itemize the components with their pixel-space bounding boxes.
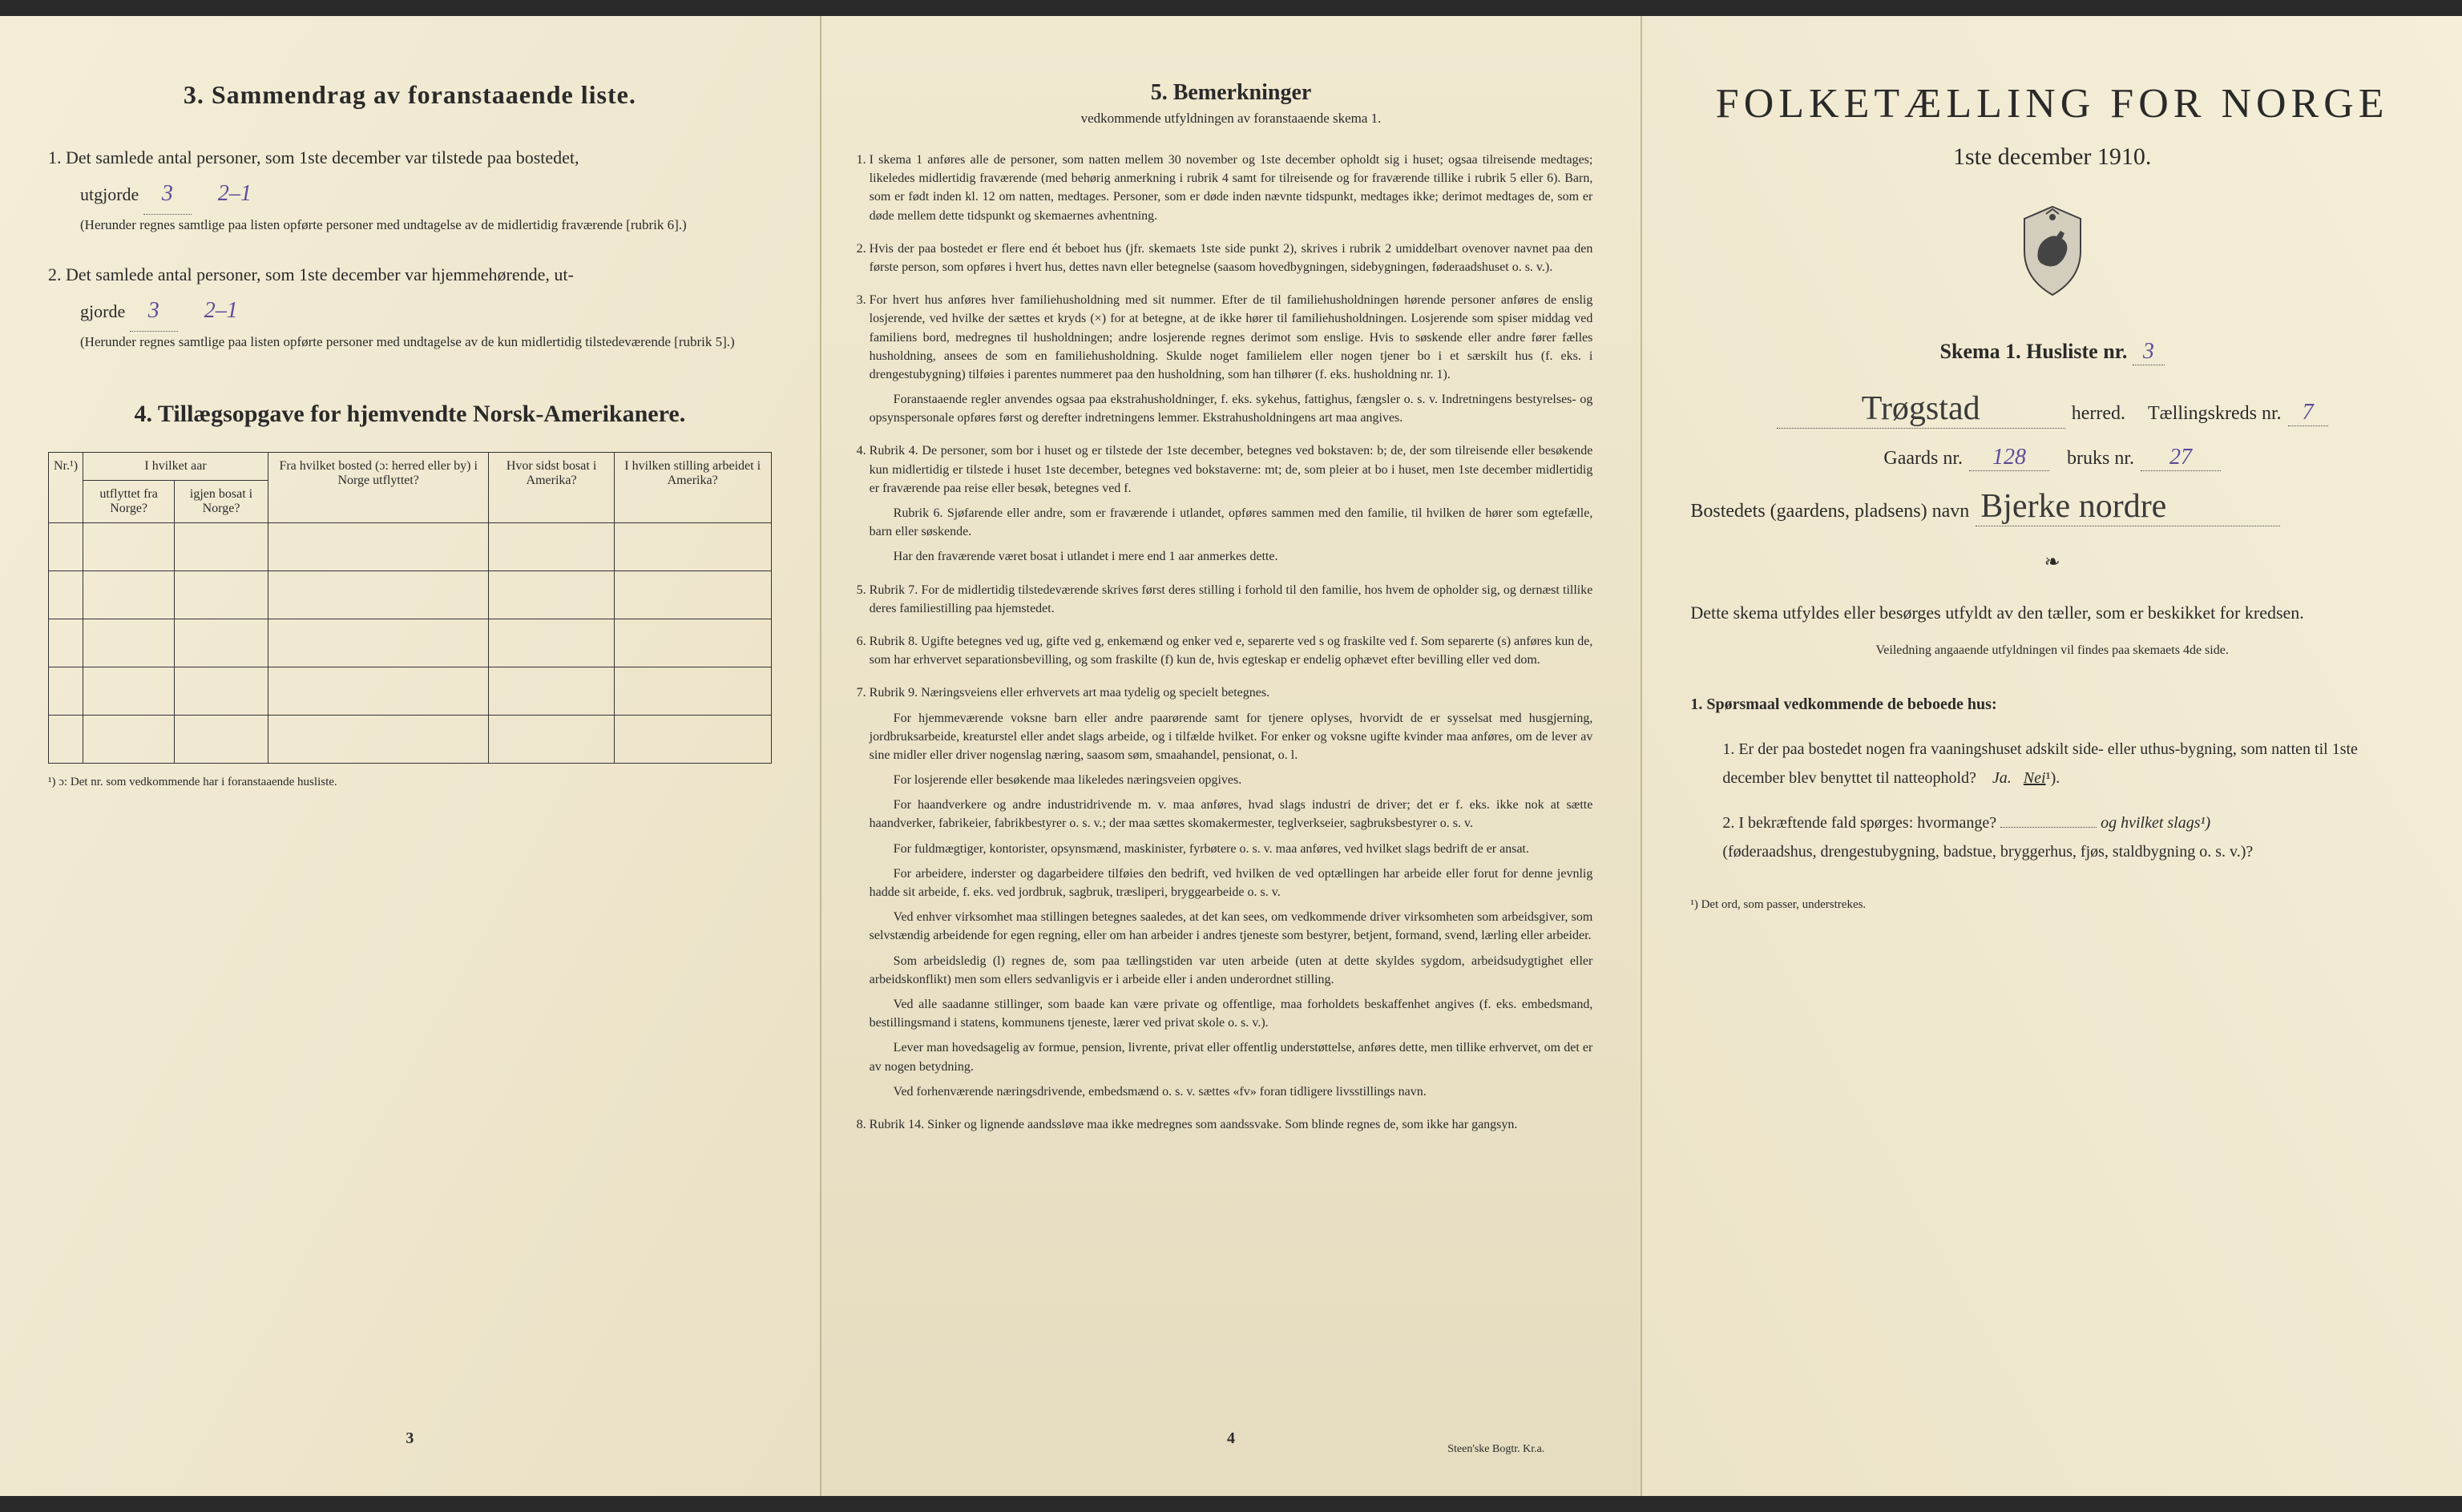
table-row [49, 667, 772, 715]
table-footnote: ¹) ɔ: Det nr. som vedkommende har i fora… [48, 776, 772, 789]
remarks-subtitle: vedkommende utfyldningen av foranstaaend… [870, 111, 1593, 127]
instructions-note: Veiledning angaaende utfyldningen vil fi… [1690, 643, 2414, 658]
table-row [49, 619, 772, 667]
bosted-line: Bostedets (gaardens, pladsens) navn Bjer… [1690, 487, 2414, 526]
th-hvor-sidst: Hvor sidst bosat i Amerika? [489, 452, 614, 522]
remark-item: For hvert hus anføres hver familiehushol… [870, 291, 1593, 427]
remark-item: Rubrik 8. Ugifte betegnes ved ug, gifte … [870, 632, 1593, 669]
th-nr: Nr.¹) [49, 452, 83, 522]
husliste-nr: 3 [2133, 339, 2165, 365]
table-row [49, 715, 772, 763]
item2-lead: 2. Det samlede antal personer, som 1ste … [48, 264, 574, 284]
th-aar: I hvilket aar [83, 452, 268, 480]
table-row [49, 571, 772, 619]
herred-value: Trøgstad [1777, 389, 2065, 429]
instructions-body: Dette skema utfyldes eller besørges utfy… [1690, 598, 2414, 627]
page-right: FOLKETÆLLING FOR NORGE 1ste december 191… [1642, 16, 2462, 1496]
item2-gjorde: gjorde [80, 301, 125, 321]
remark-item: Rubrik 14. Sinker og lignende aandssløve… [870, 1115, 1593, 1134]
item1-value-1: 3 [143, 174, 192, 215]
section-3-title: 3. Sammendrag av foranstaaende liste. [48, 80, 772, 110]
item2-value-1: 3 [130, 291, 178, 332]
remarks-list: I skema 1 anføres alle de personer, som … [870, 151, 1593, 1134]
emigrant-table: Nr.¹) I hvilket aar Fra hvilket bosted (… [48, 452, 772, 764]
remark-item: Rubrik 4. De personer, som bor i huset o… [870, 442, 1593, 566]
item1-value-2: 2–1 [218, 181, 252, 206]
item1-utgjorde: utgjorde [80, 184, 139, 204]
question-2: 2. I bekræftende fald spørges: hvormange… [1722, 808, 2414, 866]
remark-item: Rubrik 9. Næringsveiens eller erhvervets… [870, 683, 1593, 1101]
page-middle: 5. Bemerkninger vedkommende utfyldningen… [821, 16, 1643, 1496]
footnote-underline: ¹) Det ord, som passer, understrekes. [1690, 898, 2414, 912]
remarks-title: 5. Bemerkninger [870, 80, 1593, 106]
document-spread: 3. Sammendrag av foranstaaende liste. 1.… [0, 16, 2462, 1496]
th-stilling: I hvilken stilling arbeidet i Amerika? [614, 452, 771, 522]
item1-lead: 1. Det samlede antal personer, som 1ste … [48, 147, 579, 167]
remark-item: I skema 1 anføres alle de personer, som … [870, 151, 1593, 225]
bosted-value: Bjerke nordre [1976, 487, 2280, 526]
taellingskreds-nr: 7 [2288, 400, 2328, 426]
coat-of-arms-icon [2012, 203, 2093, 299]
item2-value-2: 2–1 [204, 298, 238, 323]
q1-title: 1. Spørsmaal vedkommende de beboede hus: [1690, 690, 2414, 719]
page-left: 3. Sammendrag av foranstaaende liste. 1.… [0, 16, 821, 1496]
item1-note: (Herunder regnes samtlige paa listen opf… [80, 215, 772, 236]
page-number: 3 [406, 1429, 414, 1448]
th-fra-bosted: Fra hvilket bosted (ɔ: herred eller by) … [268, 452, 489, 522]
skema-line: Skema 1. Husliste nr. 3 [1690, 339, 2414, 365]
section-4-title: 4. Tillægsopgave for hjemvendte Norsk-Am… [48, 401, 772, 428]
th-igjen: igjen bosat i Norge? [175, 480, 268, 522]
table-row [49, 522, 772, 571]
th-utflyttet: utflyttet fra Norge? [83, 480, 175, 522]
census-date: 1ste december 1910. [1690, 143, 2414, 171]
summary-item-1: 1. Det samlede antal personer, som 1ste … [48, 142, 772, 235]
item2-note: (Herunder regnes samtlige paa listen opf… [80, 332, 772, 353]
remark-item: Rubrik 7. For de midlertidig tilstedevær… [870, 581, 1593, 618]
gaards-nr: 128 [1969, 445, 2049, 471]
herred-line: Trøgstad herred. Tællingskreds nr. 7 [1690, 389, 2414, 429]
gaards-line: Gaards nr. 128 bruks nr. 27 [1690, 445, 2414, 471]
answer-nei: Nei [2024, 769, 2046, 787]
ornament-divider: ❧ [1690, 550, 2414, 574]
question-1: 1. Er der paa bostedet nogen fra vaaning… [1722, 735, 2414, 792]
bruks-nr: 27 [2141, 445, 2221, 471]
census-main-title: FOLKETÆLLING FOR NORGE [1690, 80, 2414, 127]
page-number: 4 [1227, 1429, 1235, 1448]
printer-imprint: Steen'ske Bogtr. Kr.a. [1447, 1443, 1544, 1456]
question-section: 1. Spørsmaal vedkommende de beboede hus:… [1690, 690, 2414, 866]
summary-item-2: 2. Det samlede antal personer, som 1ste … [48, 259, 772, 352]
remark-item: Hvis der paa bostedet er flere end ét be… [870, 240, 1593, 276]
